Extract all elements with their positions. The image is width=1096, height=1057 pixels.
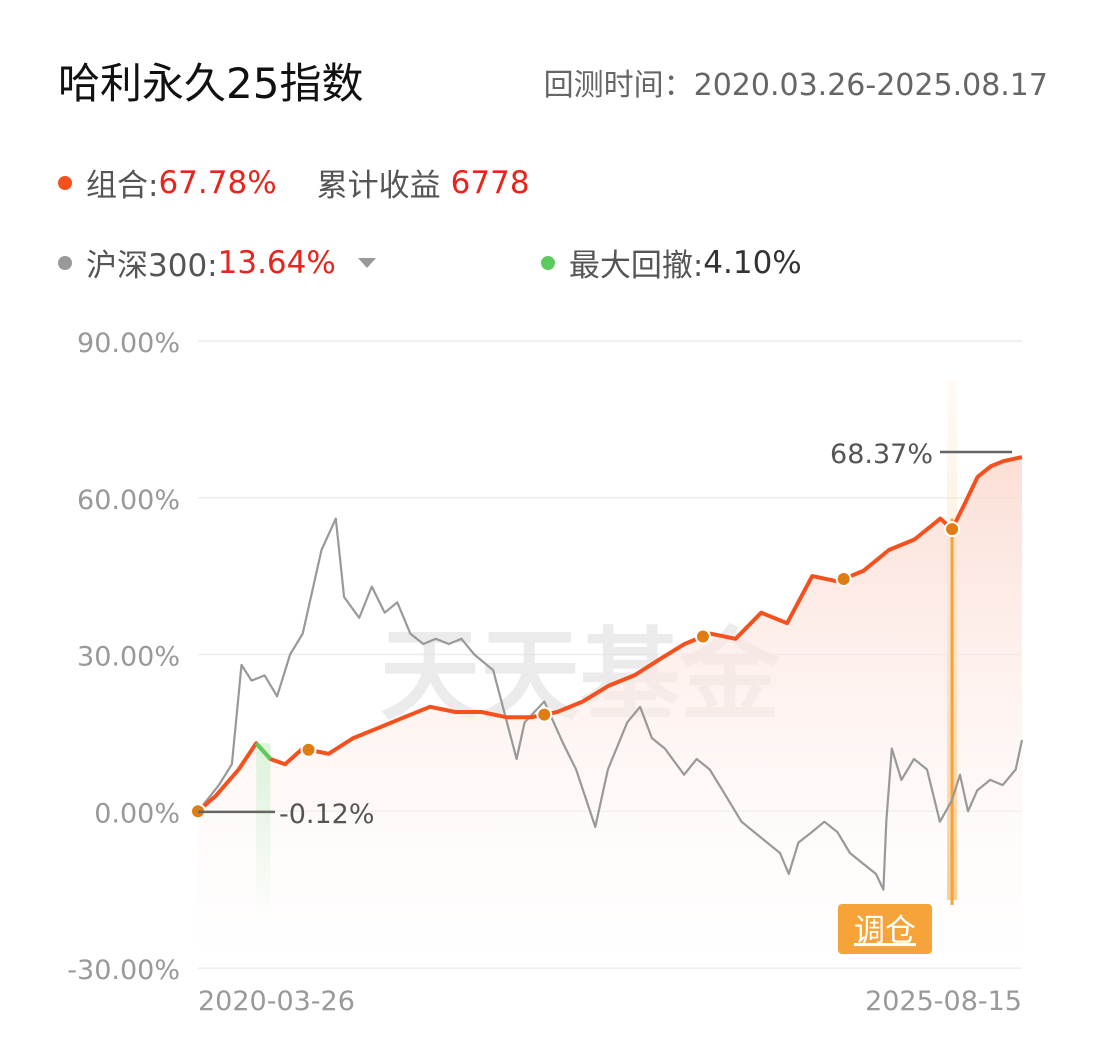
rebalance-button[interactable]	[838, 904, 932, 954]
backtest-period-label: 回测时间：	[543, 68, 694, 103]
y-tick-label: 60.00%	[77, 485, 180, 516]
y-tick-label: -30.00%	[67, 955, 180, 986]
benchmark-label: 沪深300:	[86, 248, 218, 284]
rebalance-marker	[536, 706, 553, 723]
benchmark-series-line	[197, 517, 1024, 891]
rebalance-marker	[190, 803, 206, 820]
rebalance-button-label[interactable]: 调仓	[854, 913, 916, 949]
portfolio-legend-dot	[58, 175, 72, 190]
backtest-period: 回测时间：2020.03.26-2025.08.17	[544, 60, 1048, 104]
benchmark-value: 13.64%	[217, 244, 336, 281]
backtest-period-value: 2020.03.26-2025.08.17	[693, 68, 1048, 103]
portfolio-value: 67.78%	[158, 164, 277, 201]
drawdown-band	[256, 743, 271, 920]
min-annotation-label: -0.12%	[279, 799, 375, 830]
rebalance-marker	[835, 570, 852, 587]
portfolio-label: 组合:	[86, 168, 159, 204]
drawdown-label: 最大回撤:	[568, 248, 704, 284]
portfolio-series-line	[196, 455, 1023, 813]
drawdown-segment-line	[254, 741, 272, 761]
drawdown-legend-dot	[540, 255, 555, 270]
watermark: 天天基金	[380, 617, 781, 734]
legend-row-benchmark: 沪深300: 13.64% 最大回撤: 4.10%	[58, 240, 802, 285]
page-title: 哈利永久25指数	[58, 59, 364, 108]
rebalance-marker	[694, 628, 711, 645]
x-tick-label: 2020-03-26	[198, 986, 355, 1017]
portfolio-area	[198, 457, 1022, 968]
y-tick-label: 0.00%	[94, 798, 180, 829]
cumulative-label: 累计收益	[316, 168, 441, 204]
cumulative-value: 6778	[450, 164, 530, 201]
max-annotation-label: 68.37%	[830, 439, 933, 470]
rebalance-marker	[944, 521, 961, 538]
y-tick-label: 30.00%	[77, 642, 180, 673]
rebalance-band	[947, 380, 958, 900]
benchmark-dropdown-icon[interactable]	[357, 257, 376, 268]
x-tick-label: 2025-08-15	[865, 986, 1022, 1017]
y-tick-label: 90.00%	[77, 328, 180, 359]
benchmark-legend-dot	[58, 255, 72, 270]
legend-row-portfolio: 组合: 67.78% 累计收益 6778	[58, 160, 530, 205]
drawdown-value: 4.10%	[703, 244, 802, 281]
rebalance-marker	[300, 741, 317, 758]
